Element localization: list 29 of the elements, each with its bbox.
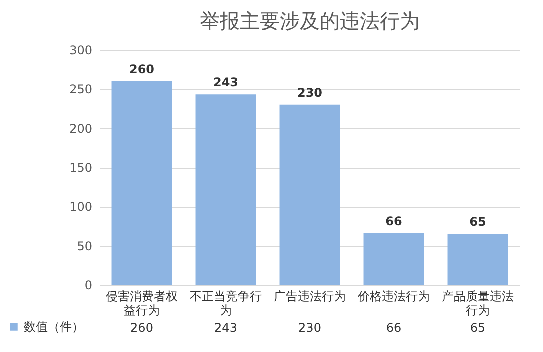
x-tick-label: 产品质量违法行为 (442, 290, 514, 318)
bar (448, 234, 508, 285)
text: 230 (297, 86, 323, 100)
legend-label: 数值（件） (24, 320, 84, 334)
x-tick-label: 侵害消费者权益行为 (106, 290, 178, 318)
data-label: 65 (470, 321, 486, 335)
y-tick-label: 300 (70, 44, 92, 58)
data-label: 243 (214, 321, 238, 335)
chart-title: 举报主要涉及的违法行为 (200, 10, 420, 33)
y-tick-label: 150 (70, 161, 92, 175)
y-tick-label: 200 (70, 122, 92, 136)
text: 66 (386, 214, 402, 228)
x-tick-label: 广告违法行为 (274, 290, 346, 304)
data-label: 260 (130, 321, 154, 335)
y-tick-label: 250 (70, 82, 92, 97)
x-tick-label: 价格违法行为 (357, 290, 430, 304)
y-tick-label: 50 (77, 239, 92, 254)
bar (112, 81, 172, 285)
y-tick-label: 100 (70, 200, 92, 214)
data-label: 230 (298, 321, 322, 335)
y-tick-label: 0 (84, 278, 92, 292)
bar (196, 94, 256, 285)
data-label: 66 (386, 321, 402, 335)
bar (364, 233, 424, 285)
text: 243 (213, 76, 239, 90)
text: 260 (129, 62, 155, 76)
x-tick-label: 不正当竞争行为 (190, 290, 262, 318)
text: 65 (470, 215, 486, 230)
bar (280, 104, 340, 285)
